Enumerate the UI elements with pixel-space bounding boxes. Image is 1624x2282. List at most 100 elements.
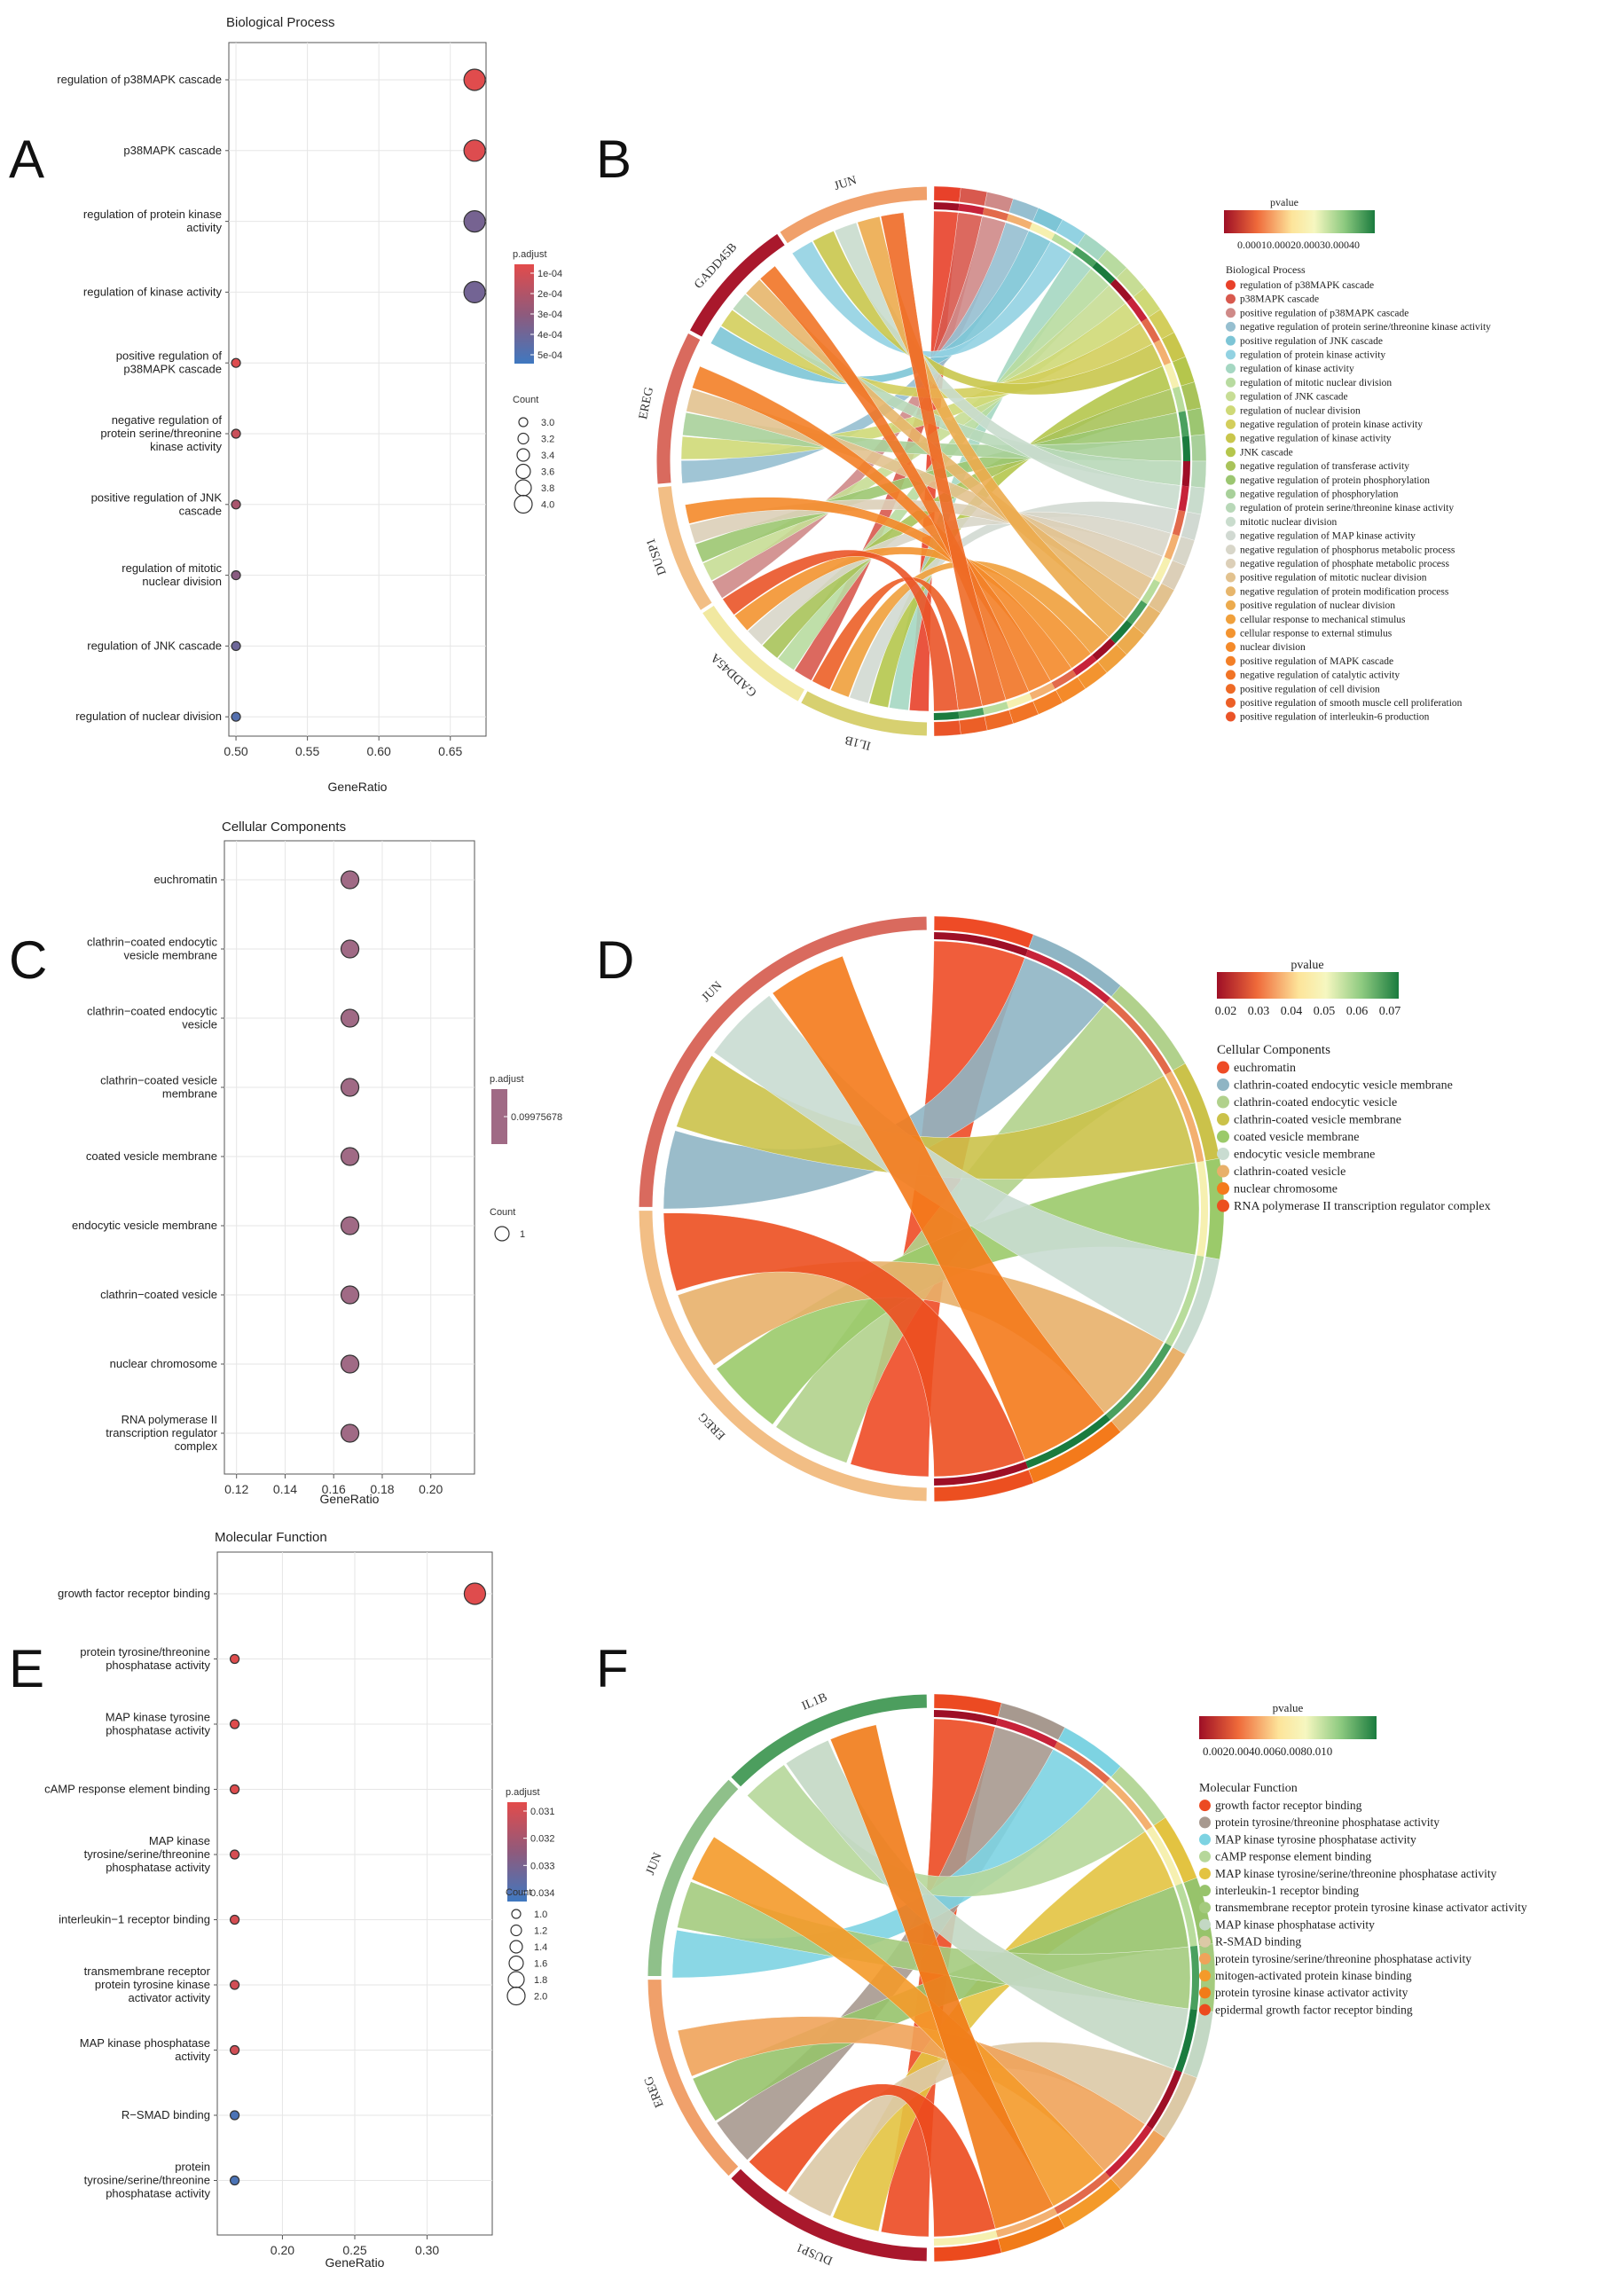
size-legend-key	[515, 463, 531, 480]
gene-arc	[779, 185, 929, 245]
category-label: R−SMAD binding	[122, 2108, 210, 2121]
term-arc	[1187, 407, 1205, 436]
legend-swatch	[1226, 516, 1236, 527]
category-label: protein tyrosine/threonine phosphatase ac…	[80, 1645, 210, 1672]
legend-swatch	[1226, 294, 1236, 304]
legend-label: R-SMAD binding	[1215, 1935, 1301, 1949]
ribbons	[680, 210, 1182, 712]
size-legend-key	[514, 494, 533, 514]
data-point	[229, 1719, 240, 1729]
legend-label: positive regulation of MAPK cascade	[1240, 656, 1393, 667]
legend-label: cAMP response element binding	[1215, 1850, 1371, 1863]
pvalue-strip	[1141, 318, 1160, 343]
color-legend: p.adjust 0.031 0.032 0.033 0.034	[506, 1787, 555, 1902]
x-tick-label: 0.14	[273, 1482, 297, 1496]
legend-label: negative regulation of MAP kinase activi…	[1240, 531, 1416, 542]
gene-label: JUN	[644, 1851, 665, 1877]
chord-ribbon	[663, 1212, 1025, 1478]
category-label: nuclear chromosome	[110, 1357, 217, 1370]
pvalue-strip	[1165, 1255, 1204, 1347]
pvalue-gradient	[1199, 1716, 1377, 1739]
category-labels: euchromatin clathrin−coated endocytic vesi…	[72, 873, 224, 1453]
legend-swatch	[1226, 433, 1236, 443]
term-legend: Cellular Components euchromatin clathrin-…	[1217, 1043, 1491, 1213]
legend-label: MAP kinase tyrosine/serine/threonine pho…	[1215, 1867, 1497, 1880]
chord-ribbon	[785, 1739, 1189, 2070]
legend-label: regulation of nuclear division	[1240, 405, 1361, 416]
size-legend-key	[507, 1971, 525, 1988]
legend-swatch	[1226, 335, 1236, 346]
color-legend: p.adjust 0.09975678	[490, 1074, 562, 1144]
pvalue-strip	[1006, 693, 1032, 709]
size-legend-tick: 4.0	[541, 500, 554, 511]
size-legend: Count 3.0 3.2 3.4 3.6 3.8 4.0	[513, 395, 554, 514]
legend-label: positive regulation of mitotic nuclear d…	[1240, 573, 1427, 584]
data-point	[229, 1784, 240, 1795]
gene-label: JUN	[833, 174, 859, 193]
category-label: MAP kinase phosphatase activity	[80, 2036, 211, 2063]
legend-label: MAP kinase tyrosine phosphatase activity	[1215, 1832, 1416, 1846]
pvalue-strip	[1029, 682, 1055, 700]
legend-label: negative regulation of phosphorylation	[1240, 490, 1399, 500]
data-point	[340, 1423, 360, 1443]
data-point	[340, 1354, 360, 1374]
category-label: regulation of protein kinase activity	[83, 208, 223, 234]
legend-label: cellular response to external stimulus	[1240, 629, 1393, 639]
legend-swatch	[1199, 1885, 1211, 1897]
category-label: coated vesicle membrane	[86, 1149, 217, 1163]
data-point	[340, 1216, 360, 1235]
pvalue-strip	[995, 2208, 1058, 2238]
gene-arc	[655, 332, 702, 485]
data-point	[231, 499, 241, 510]
pvalue-strip	[1172, 510, 1186, 537]
data-point	[229, 1914, 240, 1925]
term-arc	[1190, 460, 1207, 489]
legend-swatch	[1226, 628, 1236, 639]
size-legend-title: Count	[490, 1207, 515, 1218]
color-legend-tick: 1e-04	[537, 269, 562, 279]
legend-label: negative regulation of phosphate metabol…	[1240, 559, 1450, 569]
color-legend-bar	[491, 1089, 507, 1144]
pvalue-tick: 0.03	[1248, 1005, 1270, 1018]
x-axis-label: GeneRatio	[328, 780, 388, 794]
category-label: interleukin−1 receptor binding	[59, 1913, 210, 1926]
size-legend-tick: 1.2	[534, 1926, 547, 1937]
size-legend-title: Count	[506, 1887, 531, 1898]
data-point	[229, 2110, 240, 2121]
term-arc	[959, 716, 988, 735]
data-point	[340, 939, 360, 959]
legend-label: negative regulation of protein kinase ac…	[1240, 420, 1423, 430]
pvalue-strip	[1178, 411, 1189, 437]
legend-swatch	[1226, 586, 1236, 597]
data-point	[463, 210, 486, 233]
data-point	[463, 68, 486, 91]
size-legend-tick: 3.6	[541, 467, 554, 478]
color-legend-title: p.adjust	[513, 249, 547, 260]
legend-swatch	[1217, 1078, 1229, 1092]
gene-label: IL1B	[843, 733, 872, 752]
gene-arc	[730, 1693, 928, 1788]
pvalue-strip	[1164, 362, 1180, 389]
category-label: RNA polymerase II transcription regulator…	[106, 1413, 217, 1453]
color-legend-bar	[514, 264, 534, 364]
legend-label: negative regulation of catalytic activit…	[1240, 670, 1400, 681]
pvalue-strip	[1172, 386, 1186, 412]
legend-swatch	[1226, 503, 1236, 514]
pvalue-strip	[1126, 600, 1148, 625]
chord-ribbon	[749, 2083, 996, 2238]
x-tick-label: 0.60	[367, 744, 391, 758]
chart-title: Biological Process	[226, 15, 335, 30]
term-arc	[1187, 486, 1205, 515]
pvalue-strip	[1146, 2069, 1182, 2129]
term-arc	[933, 720, 961, 737]
x-tick-label: 0.50	[224, 744, 247, 758]
legend-label: epidermal growth factor receptor binding	[1215, 2003, 1413, 2016]
category-label: regulation of mitotic nuclear division	[122, 561, 222, 588]
size-legend: Count 1	[490, 1207, 525, 1242]
pvalue-strip	[1153, 557, 1172, 583]
panel-letter-d: D	[596, 930, 634, 990]
data-point	[229, 2044, 240, 2056]
legend-swatch	[1217, 1182, 1229, 1196]
